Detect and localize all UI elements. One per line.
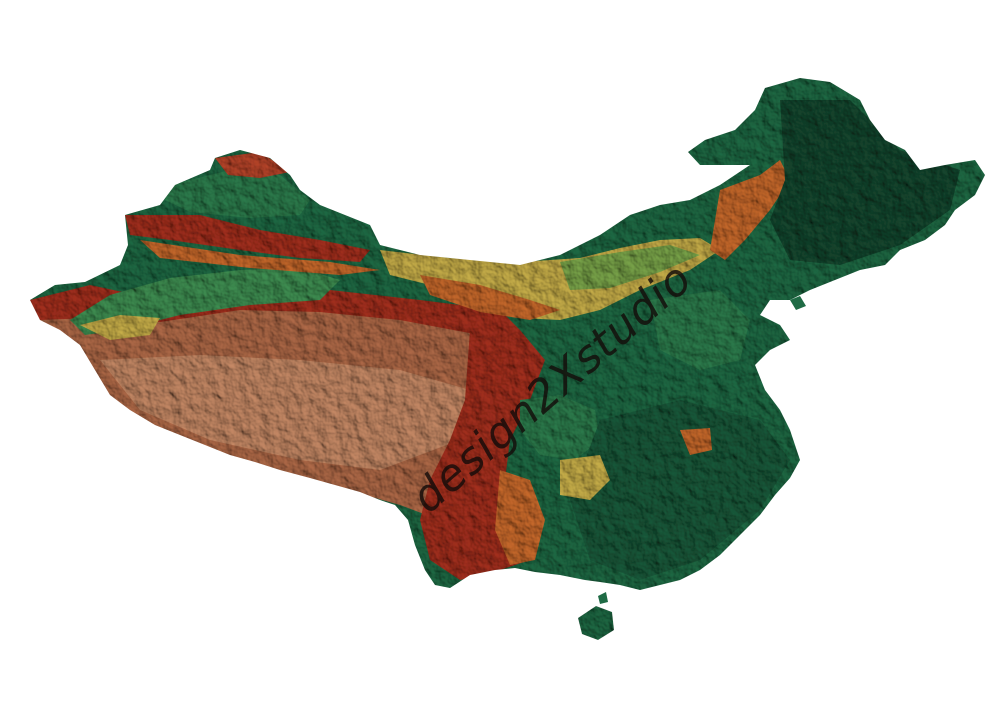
- kunlun-ridge: [30, 285, 520, 335]
- tian-shan-foothills: [140, 240, 380, 275]
- north-china-plain: [650, 290, 750, 370]
- dzungarian-basin: [165, 170, 310, 218]
- plateau-interior: [100, 355, 470, 470]
- southeast-hills: [570, 400, 790, 580]
- greater-khingan: [710, 160, 790, 260]
- ordos-region: [560, 245, 700, 290]
- sichuan-basin: [520, 395, 600, 460]
- hainan-island: [578, 606, 614, 640]
- tarim-edge: [80, 315, 160, 340]
- guizhou-plateau: [560, 455, 610, 500]
- liaodong-islet: [790, 296, 806, 310]
- tian-shan: [125, 215, 370, 262]
- coastal-islet: [598, 592, 608, 604]
- qilian-mountains: [420, 275, 560, 320]
- wuyi-highlands: [680, 428, 712, 455]
- yunnan-plateau: [495, 470, 545, 565]
- northeast-forests: [770, 100, 960, 265]
- altai-range: [215, 152, 290, 178]
